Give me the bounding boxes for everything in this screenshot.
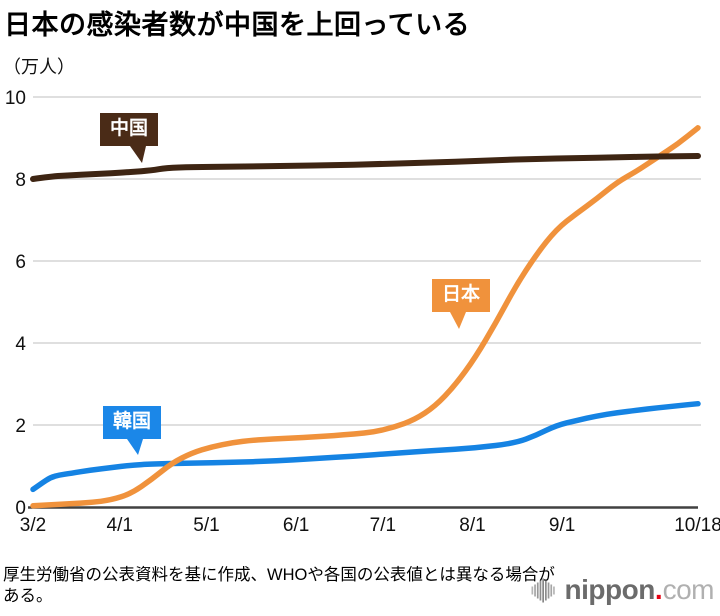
- logo-dot: .: [654, 574, 663, 605]
- japan-series-label: 日本: [432, 279, 491, 329]
- china-series-label-text: 中国: [110, 118, 149, 139]
- waveform-icon: [531, 577, 558, 604]
- series-lines: [30, 125, 701, 509]
- nippon-logo: nippon.com: [531, 574, 715, 606]
- x-tick-4-1: 4/1: [107, 515, 133, 536]
- logo-nippon-text: nippon: [564, 574, 656, 605]
- china-line: [30, 153, 701, 182]
- x-tick-3-2: 3/2: [20, 515, 46, 536]
- x-tick-9-1: 9/1: [549, 515, 575, 536]
- source-note: 厚生労働省の公表資料を基に作成、WHOや各国の公表値とは異なる場合がある。: [3, 566, 555, 606]
- x-tick-8-1: 8/1: [459, 515, 485, 536]
- logo-tld-text: com: [662, 574, 715, 605]
- y-tick-8: 8: [15, 170, 26, 191]
- y-axis-unit-label: （万人）: [3, 57, 75, 77]
- x-tick-7-1: 7/1: [370, 515, 396, 536]
- korea-series-label-text: 韓国: [113, 411, 152, 432]
- logo-wordmark: nippon.com: [564, 574, 715, 606]
- y-tick-0: 0: [15, 498, 26, 519]
- x-axis-tick-labels: 3/2 4/1 5/1 6/1 7/1 8/1 9/1 10/18: [20, 515, 720, 536]
- y-tick-2: 2: [15, 416, 26, 437]
- japan-line: [30, 125, 701, 509]
- korea-series-label: 韓国: [103, 406, 162, 455]
- y-axis-tick-labels: 10 8 6 4 2 0: [5, 88, 27, 519]
- chart-title: 日本の感染者数が中国を上回っている: [4, 10, 471, 40]
- korea-line: [30, 400, 701, 493]
- line-chart: 10 8 6 4 2 0 3/2 4/1 5/1 6/1 7/1 8/1 9/1 10/18: [5, 88, 720, 536]
- y-tick-6: 6: [15, 252, 26, 273]
- japan-series-label-text: 日本: [442, 284, 481, 305]
- china-series-label: 中国: [100, 113, 159, 163]
- y-tick-4: 4: [15, 334, 26, 355]
- y-tick-10: 10: [5, 88, 26, 109]
- x-tick-5-1: 5/1: [193, 515, 219, 536]
- x-tick-10-18: 10/18: [674, 515, 720, 536]
- x-tick-6-1: 6/1: [283, 515, 309, 536]
